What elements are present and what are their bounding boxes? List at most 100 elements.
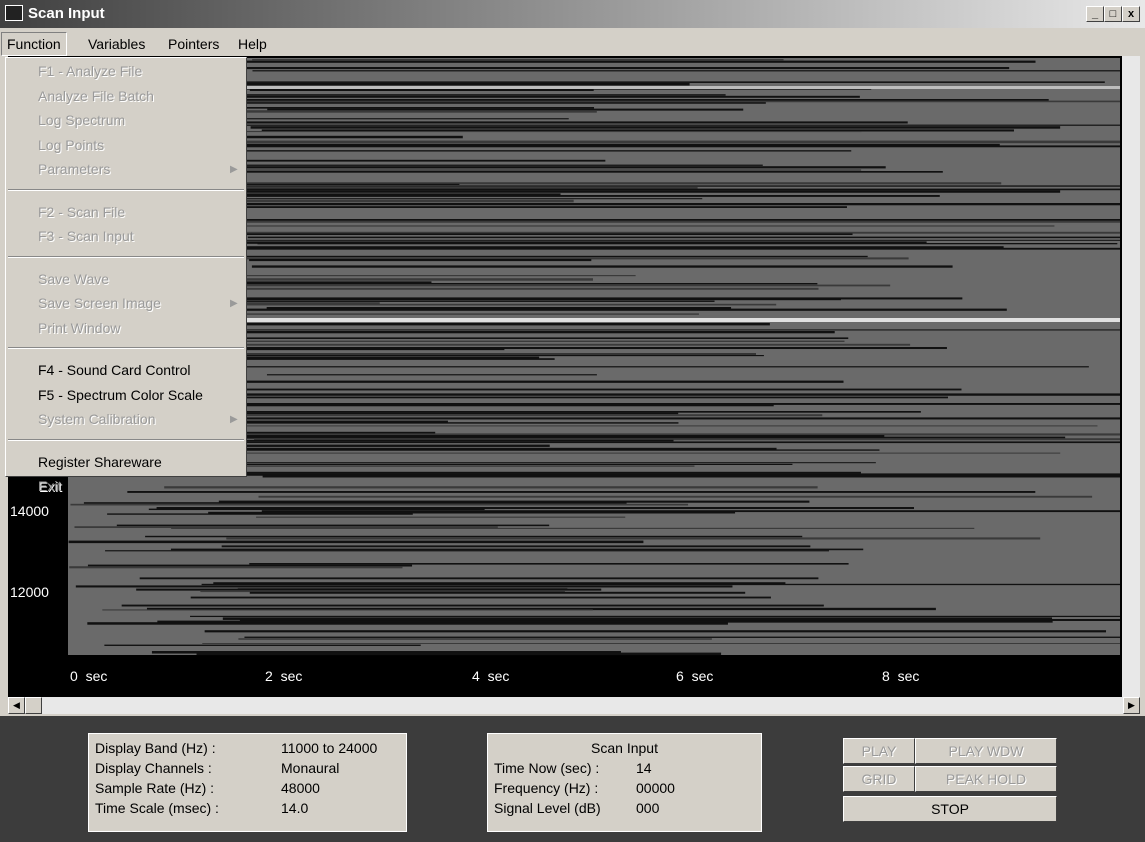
y-axis-label: 12000	[10, 584, 49, 600]
menu-item[interactable]: Register Shareware	[38, 454, 162, 470]
spectrum-row	[137, 221, 1120, 223]
scan-title: Scan Input	[488, 740, 761, 756]
spectrum-row	[259, 496, 1093, 498]
spectrum-row	[234, 417, 1120, 419]
spectrum-row	[209, 393, 1120, 395]
spectrum-row	[102, 609, 593, 610]
menu-bar-item[interactable]: Variables	[88, 36, 145, 52]
spectrum-row	[193, 425, 1098, 426]
menu-bar-item[interactable]: Pointers	[168, 36, 219, 52]
spectrum-row	[248, 237, 1120, 239]
info-label: Time Scale (msec) :	[95, 800, 219, 816]
spectrum-row	[227, 329, 1120, 330]
spectrum-row	[171, 528, 974, 529]
scan-label: Time Now (sec) :	[494, 760, 599, 776]
info-value: Monaural	[281, 760, 339, 776]
minimize-button[interactable]: _	[1086, 6, 1104, 22]
spectrum-row	[197, 653, 722, 656]
menu-separator	[8, 439, 244, 441]
submenu-arrow: ▶	[230, 164, 238, 175]
horizontal-scrollbar[interactable]: ◀ ▶	[8, 697, 1140, 714]
spectrum-row	[232, 107, 594, 109]
spectrum-row	[107, 513, 413, 514]
spectrum-row	[185, 102, 765, 104]
spectrum-row	[267, 374, 597, 375]
spectrum-row	[244, 637, 1120, 638]
menu-item: Save Wave	[38, 271, 109, 287]
spectrum-row	[145, 299, 841, 300]
spectrum-row	[222, 304, 777, 306]
spectrum-row	[202, 643, 1120, 644]
spectrum-row	[149, 145, 1120, 147]
menu-item: F3 - Scan Input	[38, 228, 134, 244]
menu-item[interactable]: F5 - Spectrum Color Scale	[38, 387, 203, 403]
spectrum-row	[250, 592, 745, 594]
info-label: Sample Rate (Hz) :	[95, 780, 214, 796]
spectrum-row	[143, 67, 1009, 69]
spectrum-row	[212, 275, 636, 276]
spectrum-row	[143, 125, 1120, 126]
scan-value: 000	[636, 800, 659, 816]
spectrum-row	[249, 563, 848, 565]
spectrum-row	[69, 566, 402, 568]
spectrum-row	[149, 509, 485, 510]
spectrum-row	[180, 337, 848, 339]
menu-separator	[8, 347, 244, 349]
menu-item: Log Spectrum	[38, 112, 125, 128]
spectrum-row	[210, 323, 769, 325]
spectrum-row	[252, 59, 783, 60]
app-icon	[5, 5, 23, 21]
spectrum-row	[69, 541, 644, 544]
x-axis-label: 6 sec	[676, 668, 713, 684]
spectrum-row	[127, 491, 1035, 493]
spectrum-row	[104, 645, 420, 646]
spectrum-row	[116, 225, 1055, 226]
spectrum-row	[241, 366, 1088, 367]
menu-item[interactable]: F4 - Sound Card Control	[38, 362, 191, 378]
scan-label: Frequency (Hz) :	[494, 780, 598, 796]
scan-value: 00000	[636, 780, 675, 796]
spectrum-row	[145, 536, 802, 537]
spectrum-row	[250, 89, 594, 91]
app-window: Scan Input _ □ x Function Variables Pointe…	[0, 0, 1145, 842]
control-button[interactable]: STOP	[843, 796, 1057, 822]
spectrum-row	[222, 545, 811, 547]
spectrum-row	[203, 462, 876, 463]
spectrum-row	[145, 341, 845, 342]
maximize-button[interactable]: □	[1104, 6, 1122, 22]
menu-item: Log Points	[38, 137, 104, 153]
menu-separator	[8, 256, 244, 258]
scan-panel: Scan Input Time Now (sec) : 14 Frequency (H…	[487, 733, 762, 832]
control-button: GRID	[843, 766, 915, 792]
scan-value: 14	[636, 760, 652, 776]
spectrum-row	[171, 549, 863, 551]
menu-bar: Function Variables Pointers Help	[0, 30, 1145, 56]
close-button[interactable]: x	[1122, 6, 1140, 22]
spectrum-row	[191, 597, 771, 599]
spectrum-row	[206, 101, 1120, 103]
spectrum-row	[208, 288, 818, 290]
spectrum-row	[122, 605, 824, 607]
menu-item: System Calibration	[38, 411, 156, 427]
menu-item: Exit	[38, 478, 61, 494]
spectrum-row	[74, 526, 497, 528]
control-button: PLAY	[843, 738, 915, 764]
title-bar: Scan Input _ □ x	[0, 0, 1145, 28]
spectrum-row	[249, 259, 591, 261]
spectrum-row	[177, 414, 823, 416]
spectrum-row	[105, 550, 829, 551]
vscroll	[1122, 56, 1140, 697]
spectrum-row	[252, 265, 953, 267]
spectrum-row	[130, 240, 1120, 241]
spectrum-row	[187, 110, 597, 112]
spectrum-row	[135, 81, 1105, 83]
menu-bar-item[interactable]: Function	[1, 32, 67, 56]
spectrum-row	[232, 449, 880, 450]
info-label: Display Band (Hz) :	[95, 740, 216, 756]
menu-bar-item[interactable]: Help	[238, 36, 267, 52]
spectrum-row	[180, 166, 885, 168]
spectrum-row	[211, 248, 1120, 250]
menu-item: F2 - Scan File	[38, 204, 125, 220]
spectrum-row	[84, 502, 627, 504]
